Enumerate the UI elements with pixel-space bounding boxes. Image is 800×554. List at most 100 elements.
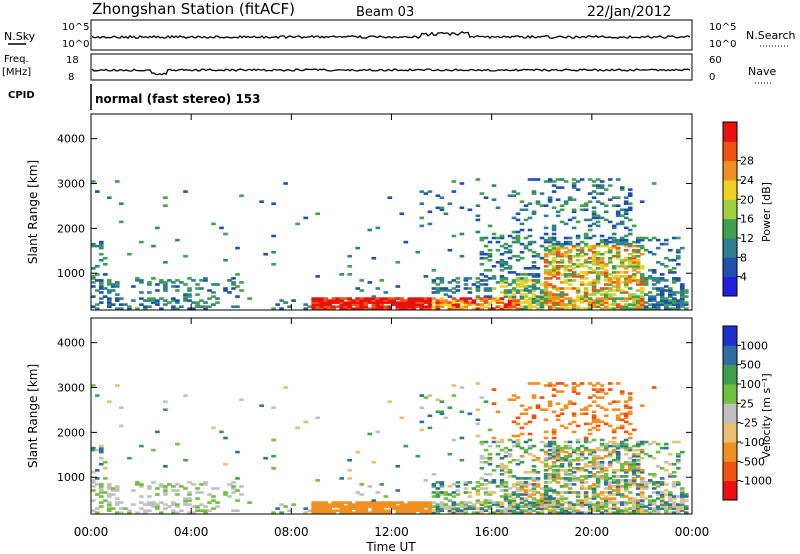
power-cell (615, 214, 621, 218)
vel-cell (519, 485, 525, 488)
vel-cell (627, 448, 633, 452)
power-cell (155, 303, 160, 306)
power-cell (139, 297, 144, 300)
vel-cell (367, 503, 373, 506)
power-cell (547, 238, 553, 242)
vel-cell (603, 497, 609, 500)
power-cell (503, 263, 509, 266)
vel-cell (591, 414, 597, 418)
power-cell (387, 301, 393, 304)
power-cell (439, 297, 445, 300)
power-cell (579, 307, 585, 310)
power-cell (551, 184, 557, 187)
vel-cell (531, 416, 537, 420)
vel-cell (551, 436, 557, 440)
power-cell (515, 291, 521, 294)
power-cell (523, 277, 529, 280)
vel-cell (115, 511, 120, 514)
power-cell (599, 293, 605, 296)
vel-cell (627, 481, 633, 484)
vel-cell (423, 509, 429, 512)
vel-cell (627, 501, 633, 504)
vel-cell (571, 390, 577, 393)
vel-cell (631, 458, 637, 462)
power-cell (167, 279, 172, 282)
vel-cell (555, 390, 561, 393)
vel-cell (439, 491, 445, 494)
vel-cell (527, 505, 533, 508)
power-cell (507, 307, 513, 310)
vel-cell (583, 408, 589, 411)
vel-cell (563, 456, 569, 460)
power-cell (339, 297, 344, 300)
power-cell (567, 299, 573, 302)
power-cell (579, 208, 585, 212)
power-cell (531, 293, 537, 296)
power-cell (627, 303, 633, 306)
power-cell (463, 277, 469, 280)
vel-cell (199, 491, 204, 494)
vel-cell (435, 511, 441, 514)
vel-cell (619, 493, 625, 496)
vel-cell (647, 495, 653, 498)
power-cell (147, 291, 152, 294)
vel-cell (135, 511, 140, 514)
vel-cell (419, 428, 425, 432)
vel-cell (523, 511, 529, 514)
power-cell (543, 246, 549, 250)
vel-cell (383, 509, 389, 512)
vel-cell (499, 473, 505, 476)
vel-cell (571, 402, 577, 405)
power-cell (607, 236, 613, 240)
power-cell (587, 305, 593, 308)
vel-cell (175, 511, 180, 514)
vel-cell (611, 450, 617, 454)
vel-colorbar-band (723, 461, 737, 482)
power-cell (635, 289, 641, 292)
power-cell (555, 301, 561, 304)
power-cell (107, 297, 112, 300)
vel-cell (563, 406, 569, 409)
vel-cell (635, 503, 641, 506)
power-cell (627, 202, 633, 205)
power-cell (543, 271, 549, 274)
vel-cell (591, 509, 597, 512)
vel-cell (668, 507, 673, 510)
vel-cell (611, 408, 617, 411)
vel-cell (343, 509, 348, 512)
power-cell (579, 295, 585, 298)
vel-cell (475, 499, 481, 502)
power-cell (331, 301, 336, 304)
power-cell (435, 301, 441, 304)
power-cell (171, 307, 176, 310)
vel-cell (595, 446, 601, 450)
power-cell (659, 242, 665, 246)
power-cell (603, 297, 609, 300)
vel-cell (387, 505, 393, 508)
power-cell (607, 261, 613, 264)
power-cell (555, 287, 561, 290)
vel-cell (519, 404, 525, 407)
vel-cell (623, 442, 629, 446)
vel-cell (363, 511, 369, 514)
vel-cell (303, 511, 308, 514)
power-cell (527, 228, 533, 232)
vel-cell (543, 503, 549, 506)
vel-cell (319, 501, 324, 504)
power-cell (475, 297, 481, 300)
power-cell (639, 244, 645, 248)
vel-cell (487, 507, 493, 510)
vel-cell (503, 467, 509, 470)
power-cell (599, 301, 605, 304)
vel-cell (511, 511, 517, 514)
vel-cell (643, 505, 649, 508)
vel-cell (668, 511, 673, 514)
vel-cell (223, 462, 228, 466)
vel-colorbar-tick-label: 25 (740, 397, 754, 410)
power-cell (611, 224, 617, 228)
vel-cell (531, 499, 537, 502)
vel-cell (643, 483, 649, 486)
vel-cell (551, 471, 557, 474)
vel-cell (411, 507, 417, 510)
power-cell (623, 244, 629, 248)
